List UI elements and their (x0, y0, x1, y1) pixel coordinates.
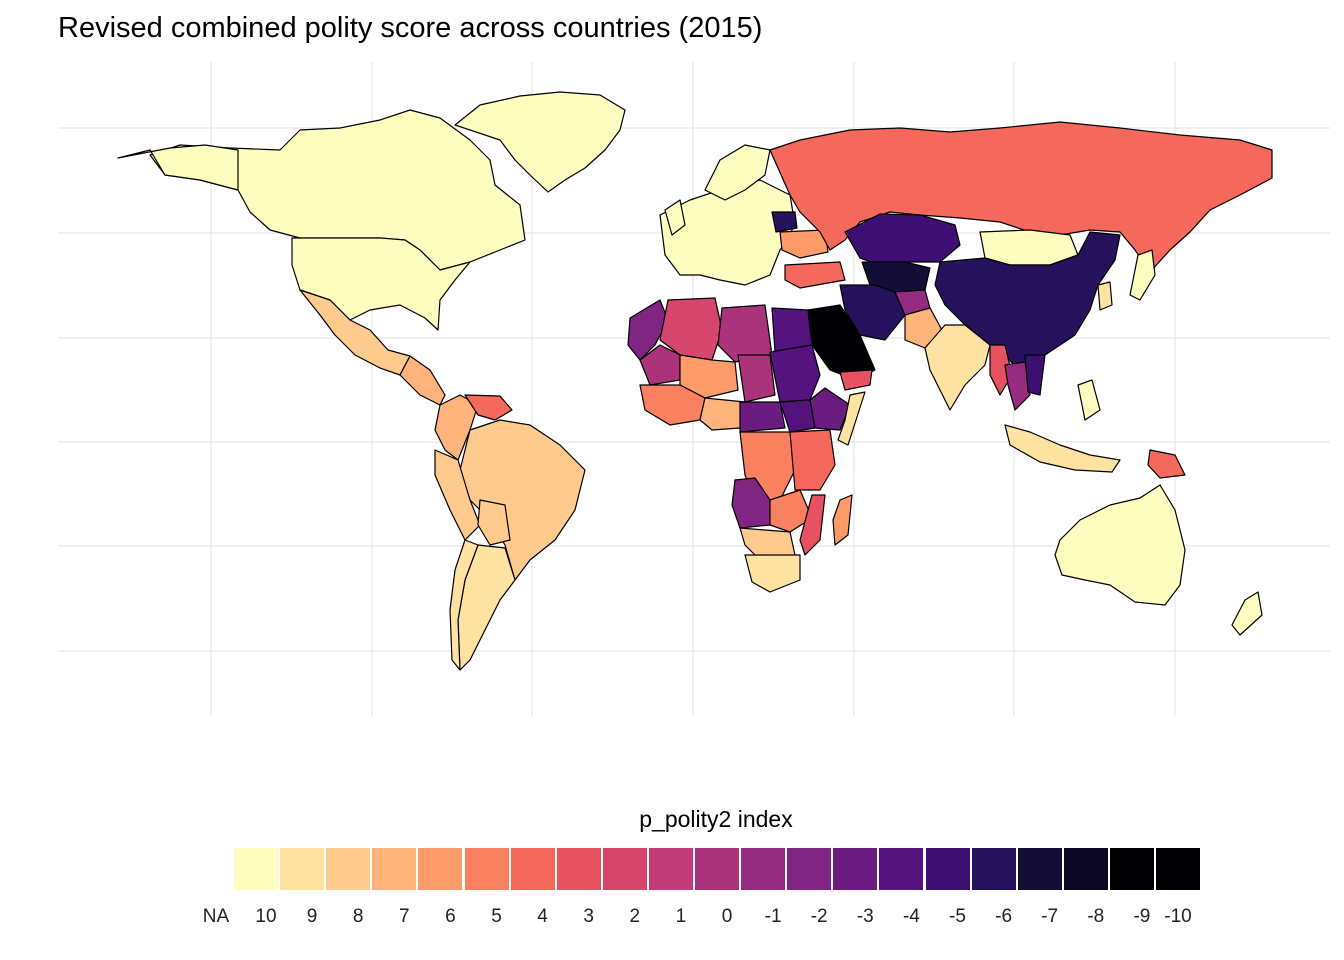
country-png (1147, 449, 1186, 479)
country-uk (664, 199, 686, 236)
country-central-america (399, 355, 446, 406)
country-indonesia (1004, 424, 1121, 473)
country-south-africa (744, 554, 801, 593)
country-india (924, 324, 991, 411)
legend-label: -3 (856, 906, 874, 927)
legend-label: 0 (721, 906, 733, 927)
legend-key (464, 848, 509, 890)
country-australia (1054, 484, 1186, 606)
country-thailand-area (1004, 361, 1031, 411)
country-japan (1129, 249, 1156, 301)
legend-key (556, 848, 601, 890)
legend-key (510, 848, 555, 890)
country-turkey (784, 261, 846, 289)
country-kenya-tanzania (789, 429, 836, 491)
country-venezuela (464, 394, 513, 421)
legend-label: 4 (537, 906, 548, 927)
legend-key (695, 848, 739, 890)
country-south-korea (1097, 281, 1113, 311)
legend-label: 1 (675, 906, 687, 927)
legend-key (1109, 848, 1154, 890)
country-car-cameroon (739, 401, 786, 433)
country-iran (839, 284, 906, 341)
legend-label: -6 (995, 906, 1013, 927)
legend-label: 5 (491, 906, 502, 927)
legend-label-last: -10 (1164, 906, 1192, 927)
legend-key (1017, 848, 1062, 890)
legend-color-keys (0, 848, 1344, 892)
country-scandinavia (704, 144, 771, 201)
legend-label: -9 (1133, 906, 1151, 927)
country-chile (449, 539, 479, 671)
country-colombia (434, 394, 479, 461)
legend-label: NA (202, 906, 230, 927)
legend-label: -1 (764, 906, 782, 927)
legend-key (326, 848, 371, 890)
country-sudan (769, 344, 821, 403)
legend-key (833, 848, 878, 890)
legend-key (971, 848, 1016, 890)
legend-key (372, 848, 417, 890)
legend-label: 9 (306, 906, 318, 927)
legend-key (741, 848, 786, 890)
country-vietnam (1024, 354, 1046, 396)
legend-key (925, 848, 970, 890)
country-peru (434, 449, 481, 541)
legend-key (1063, 848, 1108, 890)
legend-label: -2 (810, 906, 828, 927)
country-canada (149, 109, 526, 271)
legend-key (418, 848, 463, 890)
country-belarus (771, 211, 798, 233)
country-greenland (454, 91, 626, 193)
legend-label: -5 (949, 906, 966, 927)
country-madagascar (832, 494, 853, 546)
country-china (934, 231, 1121, 366)
country-south-sudan (779, 399, 816, 433)
legend-key (602, 848, 647, 890)
legend-key (648, 848, 693, 890)
country-chad (737, 354, 776, 403)
legend-label: -8 (1087, 906, 1105, 927)
map-title: Revised combined polity score across cou… (58, 12, 763, 44)
legend-label: 10 (255, 906, 277, 927)
legend-label: 7 (399, 906, 410, 927)
country-philippines (1077, 379, 1101, 421)
legend-label: 6 (445, 906, 456, 927)
legend-label: -4 (902, 906, 920, 927)
legend-label: -7 (1041, 906, 1059, 927)
country-new-zealand (1231, 591, 1263, 636)
legend-key (280, 848, 325, 890)
country-somalia (837, 391, 866, 446)
country-zambia-area (769, 489, 813, 533)
country-yemen (839, 369, 873, 391)
legend-key (234, 848, 278, 890)
country-bolivia (477, 499, 511, 546)
legend-labels: -10 NA 10 9 8 7 6 5 4 3 2 1 0 -1 -2 -3 -4 -5 -6 -7 -8 -9 (0, 906, 1344, 932)
country-mozambique (799, 494, 826, 556)
country-myanmar (989, 344, 1013, 396)
legend-label: 2 (629, 906, 641, 927)
country-nigeria (699, 397, 746, 431)
legend-label: 8 (352, 906, 364, 927)
country-libya (717, 304, 773, 363)
legend-key (787, 848, 832, 890)
country-morocco-w-sahara (627, 299, 669, 361)
legend-title: p_polity2 index (639, 806, 793, 832)
legend-key (1156, 848, 1200, 890)
country-alaska (117, 144, 239, 191)
legend-key (879, 848, 924, 890)
legend-label: 3 (583, 906, 594, 927)
country-brazil (459, 419, 586, 581)
